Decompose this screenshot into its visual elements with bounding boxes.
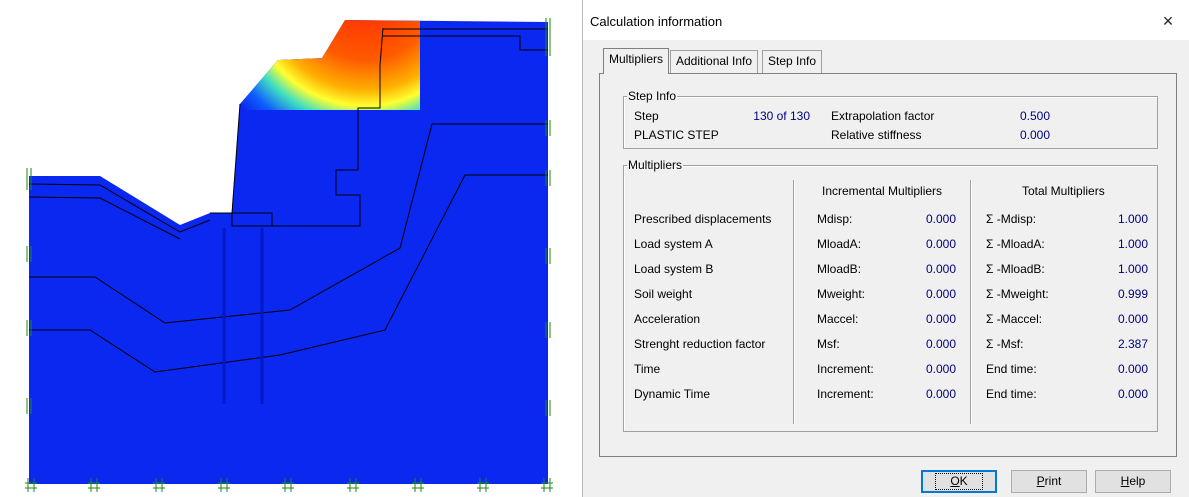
incremental-value: 0.000	[925, 362, 956, 376]
multiplier-name: Strenght reduction factor	[634, 337, 766, 351]
total-value: 2.387	[1117, 337, 1148, 351]
ok-button[interactable]: OK	[921, 470, 997, 493]
incremental-label: Increment:	[817, 362, 874, 376]
total-label: End time:	[986, 362, 1037, 376]
close-icon[interactable]: ×	[1162, 10, 1174, 31]
model-plot-panel	[0, 0, 568, 497]
multiplier-name: Load system B	[634, 262, 714, 276]
incremental-label: Mweight:	[817, 287, 866, 301]
total-label: End time:	[986, 387, 1037, 401]
total-label: Σ -Mweight:	[986, 287, 1049, 301]
incremental-label: Mdisp:	[817, 212, 853, 226]
total-value: 0.000	[1117, 387, 1148, 401]
multiplier-name: Time	[634, 362, 661, 376]
tab-step-info[interactable]: Step Info	[762, 50, 823, 73]
total-value: 1.000	[1117, 262, 1148, 276]
incremental-label: Maccel:	[817, 312, 859, 326]
total-value: 1.000	[1117, 237, 1148, 251]
step-info-group: Step Info	[623, 89, 1158, 149]
extrapolation-factor-label: Extrapolation factor	[831, 109, 935, 123]
total-label: Σ -Mdisp:	[986, 212, 1037, 226]
incremental-value: 0.000	[925, 312, 956, 326]
finite-element-plot	[25, 18, 553, 492]
relative-stiffness-label: Relative stiffness	[831, 128, 922, 142]
incremental-label: Msf:	[817, 337, 840, 351]
incremental-value: 0.000	[925, 337, 956, 351]
total-value: 1.000	[1117, 212, 1148, 226]
total-multipliers-header: Total Multipliers	[1022, 184, 1105, 198]
multipliers-tab-page: Step Info Step 130 of 130 PLASTIC STEP E…	[599, 73, 1177, 457]
ok-button-label: OK	[935, 473, 983, 490]
multiplier-name: Soil weight	[634, 287, 693, 301]
strain-shading	[240, 20, 420, 110]
bottom-fixity-marks	[25, 478, 553, 492]
calculation-info-dialog: Calculation information × Multipliers Ad…	[582, 0, 1189, 497]
print-button[interactable]: Print	[1011, 470, 1087, 493]
column-divider	[793, 180, 795, 424]
multiplier-name: Dynamic Time	[634, 387, 711, 401]
total-value: 0.000	[1117, 362, 1148, 376]
total-label: Σ -MloadB:	[986, 262, 1045, 276]
multiplier-name: Load system A	[634, 237, 713, 251]
tab-multipliers[interactable]: Multipliers	[603, 48, 670, 74]
total-value: 0.000	[1117, 312, 1148, 326]
step-value: 130 of 130	[753, 109, 810, 123]
anchor-piles	[222, 228, 264, 404]
total-label: Σ -Maccel:	[986, 312, 1043, 326]
incremental-multipliers-header: Incremental Multipliers	[822, 184, 943, 198]
extrapolation-factor-value: 0.500	[1019, 109, 1050, 123]
relative-stiffness-value: 0.000	[1019, 128, 1050, 142]
total-value: 0.999	[1117, 287, 1148, 301]
column-divider	[970, 180, 972, 424]
multipliers-group: Multipliers	[623, 158, 1158, 432]
step-type: PLASTIC STEP	[634, 128, 719, 142]
soil-body	[29, 20, 548, 484]
incremental-value: 0.000	[925, 262, 956, 276]
step-info-legend: Step Info	[628, 89, 677, 103]
help-button[interactable]: Help	[1095, 470, 1171, 493]
multiplier-name: Acceleration	[634, 312, 701, 326]
fixity-markers	[26, 18, 551, 416]
step-label: Step	[634, 109, 659, 123]
dialog-title: Calculation information	[590, 14, 723, 29]
incremental-value: 0.000	[925, 387, 956, 401]
incremental-label: Increment:	[817, 387, 874, 401]
incremental-value: 0.000	[925, 287, 956, 301]
incremental-value: 0.000	[925, 212, 956, 226]
title-bar[interactable]: Calculation information ×	[583, 0, 1189, 40]
layer-boundaries	[28, 27, 548, 373]
incremental-label: MloadB:	[817, 262, 862, 276]
total-label: Σ -Msf:	[986, 337, 1024, 351]
multiplier-name: Prescribed displacements	[634, 212, 772, 226]
multipliers-legend: Multipliers	[628, 158, 683, 172]
incremental-value: 0.000	[925, 237, 956, 251]
incremental-label: MloadA:	[817, 237, 862, 251]
tab-additional-info[interactable]: Additional Info	[670, 50, 759, 73]
total-label: Σ -MloadA:	[986, 237, 1045, 251]
